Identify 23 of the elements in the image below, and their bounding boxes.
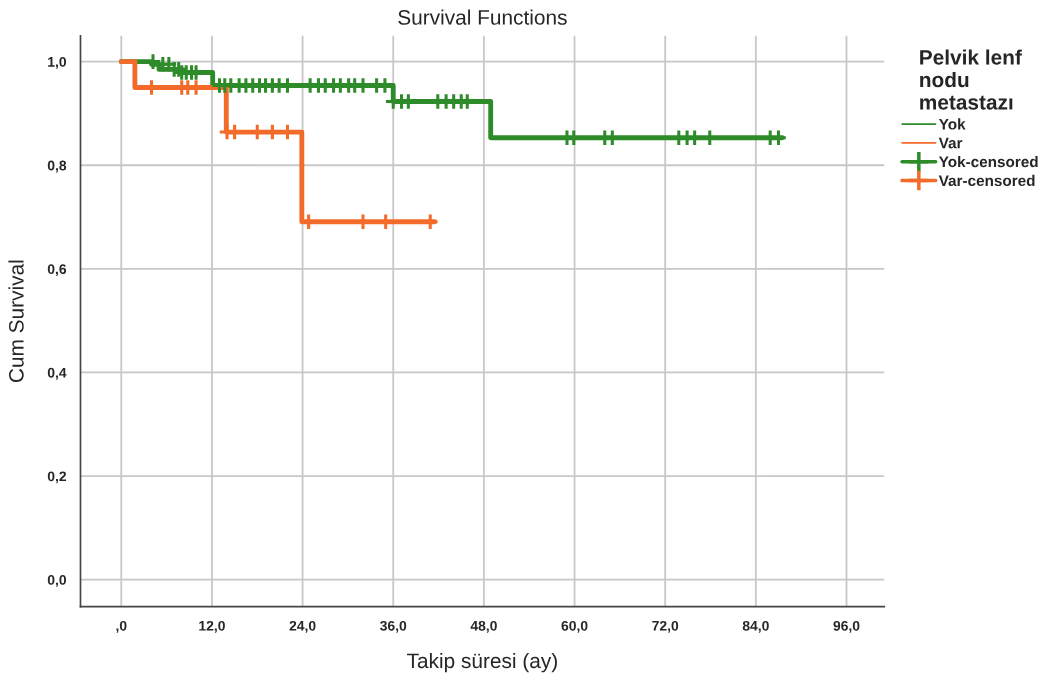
legend-label: Var-censored [938, 174, 1035, 187]
x-tick-label: 72,0 [652, 620, 679, 633]
x-tick-label: 24,0 [289, 620, 316, 633]
y-tick-label: 0,4 [47, 367, 67, 380]
y-tick-label: 0,8 [47, 160, 67, 173]
chart-title: Survival Functions [398, 9, 567, 25]
y-tick-label: 0,0 [47, 575, 67, 587]
x-tick-label: ,0 [116, 620, 127, 633]
x-tick-label: 60,0 [561, 620, 588, 633]
legend-label: Var [938, 137, 963, 149]
x-axis-title: Takip süresi (ay) [407, 652, 557, 673]
y-tick-label: 0,2 [47, 471, 67, 484]
x-tick-label: 48,0 [470, 620, 497, 633]
x-tick-label: 12,0 [199, 620, 225, 633]
y-tick-label: 0,6 [47, 264, 67, 277]
x-tick-label: 84,0 [742, 620, 769, 633]
y-tick-label: 1,0 [48, 56, 67, 69]
legend-label: Yok-censored [938, 156, 1038, 168]
legend-label: Yok [938, 118, 966, 130]
y-axis-title: Cum Survival [8, 260, 24, 383]
x-tick-label: 96,0 [833, 620, 860, 633]
legend-title: Pelvik lenf nodu metastazı [920, 49, 1022, 110]
x-tick-label: 36,0 [380, 620, 407, 633]
